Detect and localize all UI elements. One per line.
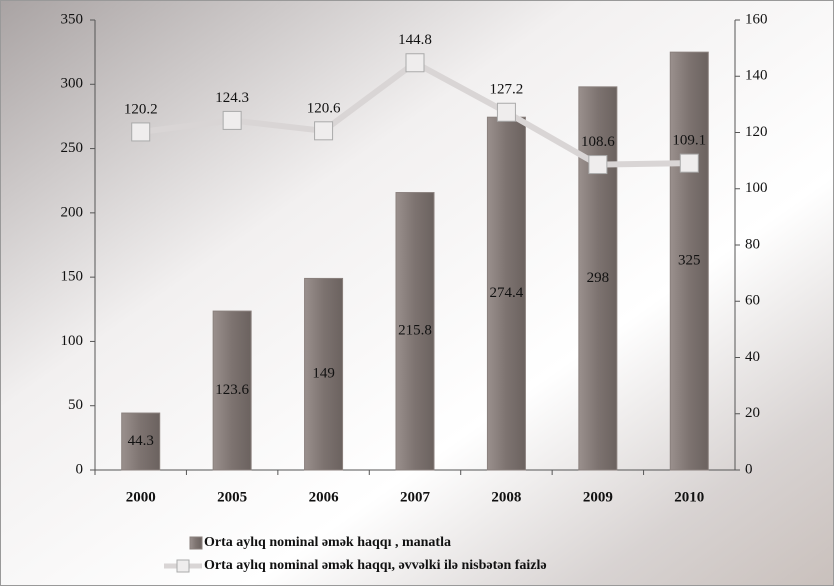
- legend-swatch: [176, 559, 190, 573]
- y2-tick-label: 40: [745, 349, 760, 365]
- data-label: 127.2: [490, 82, 524, 98]
- data-label: 325: [678, 253, 701, 269]
- y2-tick-label: 140: [745, 68, 768, 84]
- line-marker: [496, 102, 516, 122]
- bar: [121, 412, 161, 471]
- x-tick-label: 2000: [126, 489, 156, 505]
- data-label: 108.6: [581, 134, 615, 150]
- legend-label: Orta aylıq nominal əmək haqqı, əvvəlki i…: [204, 558, 547, 573]
- line-marker: [131, 122, 151, 142]
- y2-tick-label: 160: [745, 11, 768, 27]
- y-tick-label: 50: [68, 397, 83, 413]
- data-label: 274.4: [490, 285, 524, 301]
- data-label: 149: [312, 366, 335, 382]
- data-label: 120.6: [307, 100, 341, 116]
- y-tick-label: 0: [76, 461, 84, 477]
- bar: [304, 277, 344, 471]
- y-tick-label: 300: [61, 76, 84, 92]
- line-marker: [314, 121, 334, 141]
- x-tick-label: 2008: [491, 489, 521, 505]
- bar: [212, 310, 252, 471]
- bar: [486, 116, 526, 471]
- y2-tick-label: 60: [745, 293, 760, 309]
- legend-swatch: [189, 536, 203, 550]
- x-tick-label: 2007: [400, 489, 431, 505]
- y2-tick-label: 100: [745, 180, 768, 196]
- x-tick-label: 2009: [583, 489, 613, 505]
- data-label: 109.1: [672, 133, 706, 149]
- y-tick-label: 350: [61, 11, 84, 27]
- x-tick-label: 2010: [674, 489, 704, 505]
- data-label: 123.6: [215, 382, 249, 398]
- y-tick-label: 250: [61, 140, 84, 156]
- line-marker: [222, 110, 242, 130]
- x-tick-label: 2005: [217, 489, 247, 505]
- data-label: 44.3: [128, 433, 154, 449]
- y-tick-label: 150: [61, 269, 84, 285]
- data-label: 215.8: [398, 323, 432, 339]
- y2-tick-label: 120: [745, 124, 768, 140]
- x-tick-label: 2006: [309, 489, 340, 505]
- legend-label: Orta aylıq nominal əmək haqqı , manatla: [204, 535, 451, 550]
- line-marker: [588, 155, 608, 175]
- y2-tick-label: 80: [745, 236, 760, 252]
- bar: [578, 86, 618, 471]
- data-label: 120.2: [124, 101, 158, 117]
- y2-tick-label: 20: [745, 405, 760, 421]
- line-marker: [405, 53, 425, 73]
- y-tick-label: 200: [61, 204, 84, 220]
- data-label: 298: [587, 270, 610, 286]
- bar: [395, 192, 435, 471]
- data-label: 124.3: [215, 90, 249, 106]
- y-tick-label: 100: [61, 333, 84, 349]
- line-marker: [679, 153, 699, 173]
- data-label: 144.8: [398, 32, 432, 48]
- y2-tick-label: 0: [745, 461, 753, 477]
- bar: [669, 51, 709, 471]
